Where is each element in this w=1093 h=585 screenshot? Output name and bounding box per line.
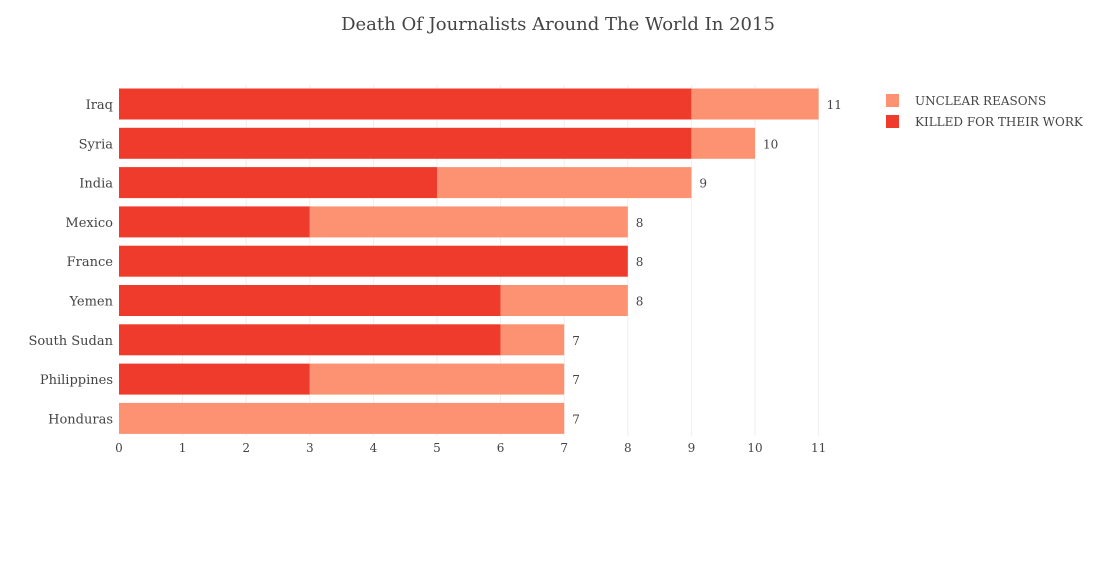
legend: UNCLEAR REASONS KILLED FOR THEIR WORK — [886, 94, 1084, 129]
total-label: 7 — [572, 373, 580, 387]
category-label: Yemen — [68, 295, 113, 310]
category-label: Philippines — [40, 373, 113, 388]
x-tick-label: 3 — [306, 441, 314, 455]
total-label: 8 — [636, 216, 644, 230]
x-tick-label: 10 — [747, 441, 762, 455]
bar-philippines-unclear — [309, 363, 565, 395]
category-label: Honduras — [48, 412, 113, 427]
x-tick-label: 5 — [433, 441, 441, 455]
bar-mexico-killed — [119, 206, 310, 238]
bar-mexico-unclear — [309, 206, 628, 238]
bars — [119, 88, 819, 434]
legend-swatch — [886, 115, 899, 128]
legend-label: KILLED FOR THEIR WORK — [915, 115, 1084, 129]
category-label: Syria — [79, 137, 114, 152]
bar-iraq-unclear — [691, 88, 819, 120]
x-tick-label: 9 — [688, 441, 696, 455]
bar-france-killed — [119, 245, 628, 277]
category-label: France — [67, 255, 114, 270]
category-label: South Sudan — [28, 334, 113, 349]
bar-india-unclear — [437, 167, 692, 199]
x-tick-label: 6 — [497, 441, 505, 455]
bar-iraq-killed — [119, 88, 692, 120]
total-label: 11 — [827, 98, 842, 112]
category-label: Iraq — [86, 98, 113, 113]
legend-label: UNCLEAR REASONS — [915, 94, 1046, 108]
bar-south-sudan-killed — [119, 324, 501, 356]
bar-yemen-unclear — [500, 285, 628, 316]
bar-philippines-killed — [119, 363, 310, 395]
category-label: Mexico — [65, 216, 113, 231]
x-tick-label: 1 — [179, 441, 187, 455]
bar-india-killed — [119, 167, 437, 199]
total-label: 8 — [636, 255, 644, 269]
x-tick-label: 7 — [560, 441, 568, 455]
x-tick-label: 2 — [242, 441, 250, 455]
category-label: India — [79, 177, 113, 192]
total-labels: 11 10 9 8 8 8 7 7 7 — [572, 98, 842, 426]
x-tick-label: 8 — [624, 441, 632, 455]
bar-syria-killed — [119, 127, 692, 159]
total-label: 10 — [763, 137, 778, 151]
bar-syria-unclear — [691, 127, 755, 159]
x-tick-label: 0 — [115, 441, 123, 455]
chart-title: Death Of Journalists Around The World In… — [341, 14, 775, 35]
bar-yemen-killed — [119, 285, 501, 316]
total-label: 7 — [572, 334, 580, 348]
x-tick-label: 11 — [811, 441, 826, 455]
total-label: 9 — [699, 177, 707, 191]
bar-south-sudan-unclear — [500, 324, 565, 356]
total-label: 7 — [572, 412, 580, 426]
x-axis-ticks: 0 1 2 3 4 5 6 7 8 9 10 11 — [115, 441, 826, 455]
x-tick-label: 4 — [370, 441, 378, 455]
legend-swatch — [886, 94, 899, 107]
total-label: 8 — [636, 295, 644, 309]
bar-honduras-unclear — [119, 402, 565, 434]
category-labels: Iraq Syria India Mexico France Yemen South Sud… — [28, 98, 113, 427]
